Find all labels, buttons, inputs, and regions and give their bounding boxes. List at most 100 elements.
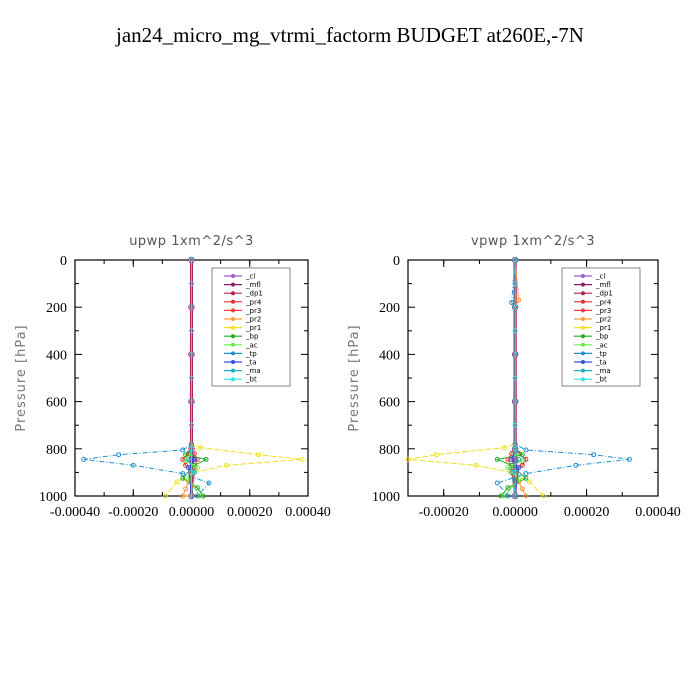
data-point-bp	[523, 475, 529, 481]
legend-marker-pr4	[581, 299, 585, 304]
legend-label: _ac	[595, 341, 608, 349]
data-point-tp	[180, 447, 186, 453]
legend-marker-pr4	[231, 299, 235, 304]
data-point-bp	[180, 475, 186, 481]
legend-marker-pr2	[581, 317, 585, 321]
data-point-tp	[494, 480, 500, 486]
legend-marker-bp	[581, 334, 585, 339]
data-point-pr1	[541, 493, 547, 499]
x-tick-label: -0.00040	[50, 505, 100, 520]
data-point-pr1	[405, 456, 411, 462]
data-point-tp	[591, 452, 597, 458]
data-point-bt	[189, 328, 194, 334]
panel-upwp: upwp 1xm^2/s^3 Pressure [hPa] 0 200 400 600 80…	[14, 234, 331, 520]
data-point-bp	[183, 452, 189, 458]
legend-label: _ac	[245, 341, 258, 349]
data-point-ma	[191, 469, 197, 475]
data-point-pr1	[197, 445, 203, 451]
legend-marker-pr2	[231, 317, 235, 321]
data-point-pr1	[473, 462, 479, 468]
data-point-bp	[191, 462, 197, 468]
legend-marker-tp	[581, 351, 585, 356]
legend-marker-mfl	[231, 282, 235, 287]
panel-title: upwp 1xm^2/s^3	[129, 234, 254, 249]
legend-marker-bp	[231, 334, 235, 339]
legend-label: _pr4	[245, 298, 262, 306]
data-point-bp	[519, 452, 525, 458]
legend-marker-bt	[231, 377, 235, 382]
legend-marker-pr1	[231, 325, 235, 330]
legend-marker-ta	[231, 360, 235, 364]
data-point-bp	[203, 456, 209, 462]
legend-marker-tp	[231, 351, 235, 356]
data-point-ac	[183, 458, 189, 464]
y-axis-label: Pressure [hPa]	[14, 324, 29, 431]
legend-label: _mfl	[595, 281, 611, 289]
y-axis-label: Pressure [hPa]	[347, 324, 362, 431]
y-tick-label: 600	[379, 396, 400, 411]
data-point-bp	[494, 456, 500, 462]
data-point-bt	[512, 493, 518, 499]
legend-label: _pr1	[245, 324, 261, 332]
y-tick-label: 400	[379, 348, 400, 363]
data-point-pr1	[174, 479, 180, 485]
data-point-tp	[505, 493, 511, 499]
legend-marker-pr1	[581, 325, 585, 330]
legend-label: _pr1	[595, 324, 611, 332]
data-point-ac	[194, 465, 200, 471]
data-point-bt	[512, 257, 518, 263]
x-tick-label: 0.00020	[564, 505, 610, 520]
data-point-bt	[189, 257, 194, 263]
data-point-pr1	[299, 456, 305, 462]
legend-marker-cl	[231, 274, 235, 278]
panel-title: vpwp 1xm^2/s^3	[471, 234, 595, 249]
data-point-bt	[512, 446, 518, 452]
x-tick-label: -0.00020	[419, 505, 469, 520]
legend-marker-bt	[581, 377, 585, 382]
legend-label: _pr2	[245, 316, 261, 324]
series-line-ma	[188, 260, 195, 497]
data-point-ac	[186, 476, 192, 482]
data-point-ta	[509, 456, 515, 462]
data-point-bt	[189, 375, 194, 381]
data-point-pr1	[255, 452, 261, 458]
data-point-pr4	[183, 462, 189, 468]
legend-label: _dp1	[245, 290, 263, 298]
x-tick-label: 0.00000	[492, 505, 538, 520]
data-point-tp	[626, 456, 632, 462]
legend-label: _mfl	[245, 281, 261, 289]
data-point-tp	[523, 471, 529, 477]
data-point-pr4	[180, 456, 186, 462]
legend-marker-pr3	[581, 308, 585, 313]
legend-label: _cl	[595, 273, 605, 281]
y-tick-label: 200	[46, 301, 67, 316]
data-point-bt	[512, 469, 518, 475]
legend-label: _bt	[595, 376, 607, 384]
legend-marker-dp1	[231, 291, 235, 296]
data-point-pr1	[223, 462, 229, 468]
figure-title: jan24_micro_mg_vtrmi_factorm BUDGET at26…	[115, 23, 584, 47]
data-point-bt	[512, 304, 518, 310]
data-point-pr2	[519, 486, 525, 492]
series-line-tp	[83, 260, 210, 497]
data-point-pr2	[516, 297, 522, 303]
data-point-bt	[189, 422, 194, 428]
y-tick-label: 600	[46, 396, 67, 411]
legend-label: _bt	[245, 376, 257, 384]
data-point-pr1	[526, 479, 532, 485]
legend-label: _pr3	[595, 307, 611, 315]
legend-label: _bp	[595, 333, 609, 341]
legend-label: _ta	[245, 359, 257, 367]
data-point-tp	[194, 493, 200, 499]
data-point-bt	[189, 469, 194, 475]
data-point-pr2	[180, 493, 186, 499]
legend-label: _ma	[595, 367, 611, 375]
data-point-bt	[189, 493, 194, 499]
data-point-tp	[523, 447, 529, 453]
y-tick-label: 1000	[39, 490, 67, 505]
legend-label: _ta	[595, 359, 607, 367]
data-point-pr2	[523, 493, 529, 499]
data-point-tp	[573, 462, 579, 468]
data-point-ta	[516, 465, 522, 471]
